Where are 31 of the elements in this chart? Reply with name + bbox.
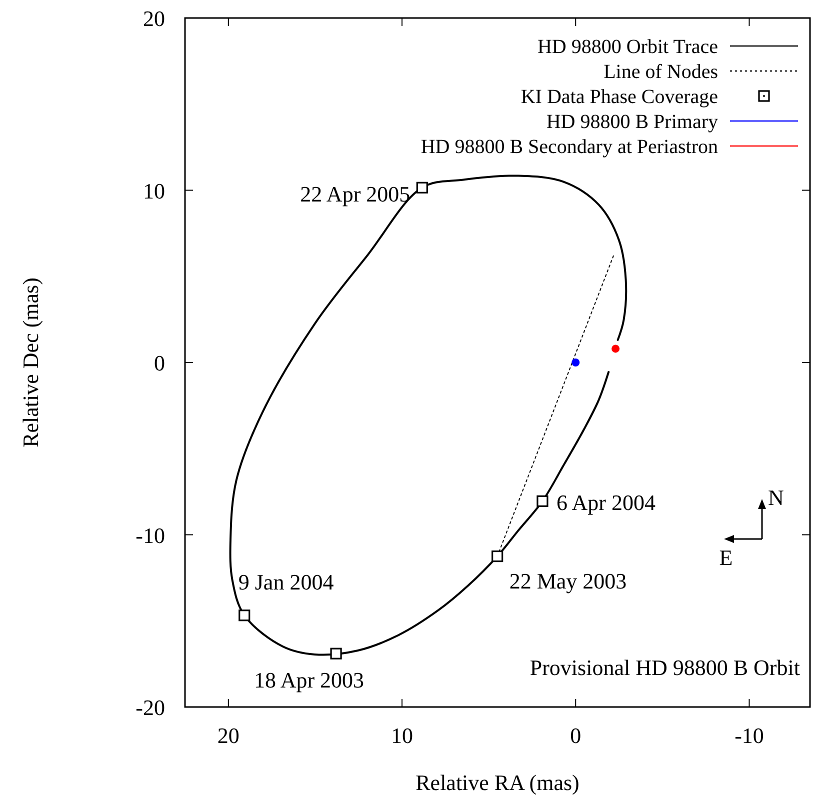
point (572, 358, 580, 366)
legend-label: HD 98800 B Secondary at Periastron (420, 136, 718, 158)
y-tick-label: 20 (143, 6, 165, 31)
point (416, 182, 428, 194)
annotation: 22 May 2003 (509, 568, 627, 594)
x-tick-label: 20 (217, 723, 240, 748)
y-tick-label: -20 (136, 695, 165, 720)
annotation: N (768, 485, 784, 510)
annotation: Provisional HD 98800 B Orbit (530, 655, 800, 680)
legend-label: KI Data Phase Coverage (520, 86, 718, 108)
y-tick-label: 10 (143, 178, 165, 204)
point (238, 610, 250, 622)
y-axis-title: Relative Dec (mas) (18, 278, 43, 448)
legend-label: HD 98800 B Primary (546, 111, 718, 133)
annotation: 22 Apr 2005 (300, 182, 410, 207)
annotation: 6 Apr 2004 (556, 490, 656, 516)
legend-label: HD 98800 Orbit Trace (537, 36, 718, 58)
annotation: 18 Apr 2003 (254, 668, 364, 693)
point (612, 344, 620, 353)
legend-label: Line of Nodes (604, 61, 718, 83)
x-tick-label: -10 (734, 723, 764, 748)
point (536, 495, 548, 507)
x-tick-label: 10 (391, 723, 414, 748)
y-tick-label: 0 (154, 350, 165, 376)
annotation: E (719, 545, 733, 570)
point (330, 648, 342, 660)
x-axis-title: Relative RA (mas) (416, 770, 580, 795)
x-tick-label: 0 (570, 723, 582, 748)
y-tick-label: -10 (136, 522, 165, 548)
annotation: 9 Jan 2004 (238, 569, 334, 594)
point (492, 550, 504, 562)
